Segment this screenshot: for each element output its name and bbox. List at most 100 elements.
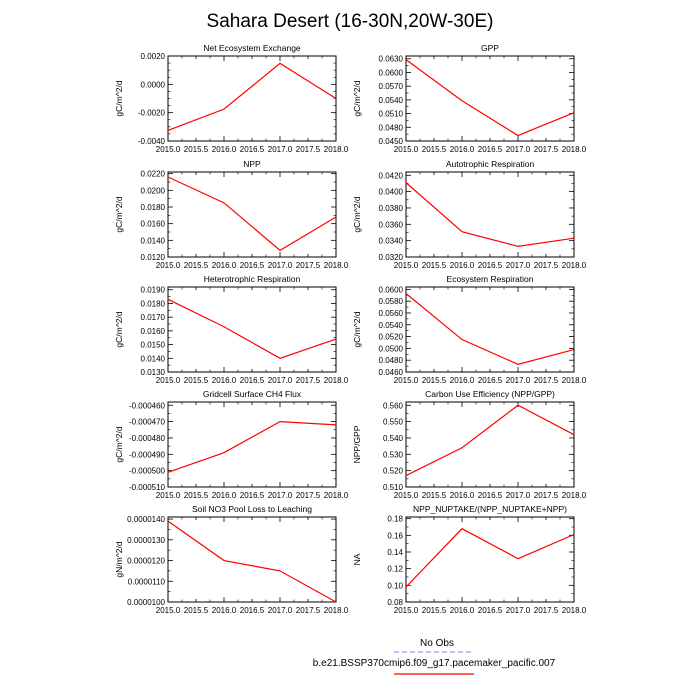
x-tick-label: 2018.0 <box>562 606 587 615</box>
panel-title: GPP <box>481 43 499 53</box>
panel-net-ecosystem-exchange: Net Ecosystem Exchange gC/m^2/d 2015.0 2015… <box>114 43 349 154</box>
x-tick-label: 2016.0 <box>212 376 237 385</box>
y-tick-label: 0.0000120 <box>127 557 165 566</box>
y-tick-label: -0.0020 <box>138 109 166 118</box>
y-tick-label: 0.0130 <box>141 368 166 377</box>
series-line <box>405 182 575 247</box>
x-tick-label: 2017.5 <box>296 145 321 154</box>
x-tick-label: 2017.5 <box>296 606 321 615</box>
x-tick-label: 2018.0 <box>324 145 349 154</box>
y-tick-label: -0.000470 <box>129 418 166 427</box>
x-tick-label: 2018.0 <box>562 261 587 270</box>
panel-title: Carbon Use Efficiency (NPP/GPP) <box>425 389 555 399</box>
series-line <box>167 421 337 473</box>
y-tick-label: 0.0320 <box>379 253 404 262</box>
x-tick-label: 2015.5 <box>184 145 209 154</box>
series-line <box>167 298 337 359</box>
y-tick-label: 0.0450 <box>379 137 404 146</box>
x-tick-label: 2017.5 <box>296 491 321 500</box>
y-tick-label: 0.0540 <box>379 96 404 105</box>
y-tick-label: 0.0000 <box>141 80 166 89</box>
y-axis-label: gC/m^2/d <box>352 80 362 116</box>
x-tick-label: 2018.0 <box>324 376 349 385</box>
y-tick-label: 0.0600 <box>379 285 404 294</box>
x-tick-label: 2016.0 <box>212 261 237 270</box>
x-tick-label: 2015.5 <box>422 606 447 615</box>
x-tick-label: 2015.0 <box>394 261 419 270</box>
series-line <box>167 176 337 252</box>
x-tick-label: 2016.5 <box>240 376 265 385</box>
y-axis-label: NPP/GPP <box>352 425 362 463</box>
y-axis-label: gC/m^2/d <box>114 311 124 347</box>
y-tick-label: 0.0180 <box>141 203 166 212</box>
x-tick-label: 2016.0 <box>212 145 237 154</box>
series-line <box>405 404 575 477</box>
y-tick-label: 0.0580 <box>379 297 404 306</box>
x-tick-label: 2016.5 <box>478 145 503 154</box>
y-tick-label: 0.0510 <box>379 110 404 119</box>
x-tick-label: 2017.0 <box>506 376 531 385</box>
panel-title: Autotrophic Respiration <box>446 159 535 169</box>
x-tick-label: 2017.0 <box>268 491 293 500</box>
panel-title: Ecosystem Respiration <box>447 274 534 284</box>
x-tick-label: 2017.5 <box>534 376 559 385</box>
y-tick-label: 0.0570 <box>379 82 404 91</box>
y-tick-label: 0.0000130 <box>127 536 165 545</box>
x-tick-label: 2018.0 <box>324 261 349 270</box>
y-tick-label: 0.550 <box>383 418 404 427</box>
y-tick-label: 0.0540 <box>379 321 404 330</box>
y-tick-label: -0.0040 <box>138 137 166 146</box>
x-tick-label: 2018.0 <box>324 491 349 500</box>
y-axis-label: gC/m^2/d <box>114 196 124 232</box>
y-tick-label: 0.560 <box>383 401 404 410</box>
plot-frame <box>405 286 575 373</box>
y-tick-label: 0.18 <box>387 515 403 524</box>
x-tick-label: 2015.5 <box>184 261 209 270</box>
x-tick-label: 2016.5 <box>240 145 265 154</box>
plot-frame <box>405 516 575 603</box>
y-tick-label: 0.0170 <box>141 313 166 322</box>
y-tick-label: 0.0180 <box>141 299 166 308</box>
y-axis-label: NA <box>352 553 362 565</box>
plot-frame <box>405 55 575 142</box>
legend: No Obs b.e21.BSSP370cmip6.f09_g17.pacema… <box>313 638 556 675</box>
x-tick-label: 2016.0 <box>450 145 475 154</box>
y-tick-label: 0.0460 <box>379 368 404 377</box>
y-axis-label: gC/m^2/d <box>114 426 124 462</box>
y-tick-label: 0.0360 <box>379 220 404 229</box>
x-tick-label: 2017.0 <box>268 261 293 270</box>
x-tick-label: 2015.0 <box>156 145 181 154</box>
x-tick-label: 2016.0 <box>450 261 475 270</box>
y-tick-label: 0.0380 <box>379 204 404 213</box>
plot-frame <box>405 401 575 488</box>
x-tick-label: 2017.5 <box>296 376 321 385</box>
y-tick-label: 0.0000100 <box>127 598 165 607</box>
x-tick-label: 2017.5 <box>534 606 559 615</box>
x-tick-label: 2016.5 <box>478 491 503 500</box>
x-tick-label: 2015.5 <box>422 491 447 500</box>
y-tick-label: 0.0480 <box>379 123 404 132</box>
y-tick-label: 0.0630 <box>379 55 404 64</box>
panel-title: Heterotrophic Respiration <box>204 274 301 284</box>
plot-frame <box>405 171 575 258</box>
y-tick-label: 0.530 <box>383 450 404 459</box>
series-line <box>167 520 337 603</box>
y-axis-label: gN/m^2/d <box>114 541 124 577</box>
y-tick-label: -0.000510 <box>129 483 166 492</box>
series-line <box>405 527 575 588</box>
x-tick-label: 2016.5 <box>240 606 265 615</box>
y-axis-label: gC/m^2/d <box>352 196 362 232</box>
series-line <box>405 59 575 137</box>
y-tick-label: 0.0000110 <box>128 577 166 586</box>
x-tick-label: 2018.0 <box>324 606 349 615</box>
plot-frame <box>167 286 337 373</box>
x-tick-label: 2016.0 <box>450 606 475 615</box>
x-tick-label: 2015.5 <box>422 376 447 385</box>
x-tick-label: 2015.5 <box>422 145 447 154</box>
y-tick-label: 0.0150 <box>141 341 166 350</box>
y-tick-label: -0.000490 <box>129 450 166 459</box>
x-tick-label: 2017.0 <box>506 491 531 500</box>
